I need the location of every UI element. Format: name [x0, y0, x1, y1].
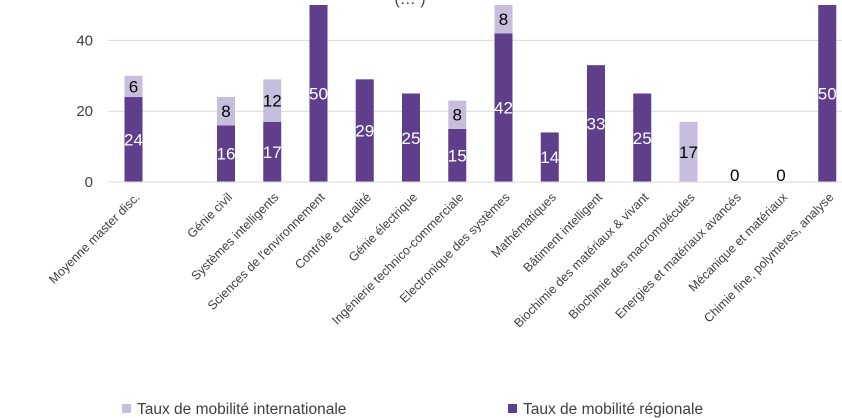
- y-tick-label: 20: [76, 103, 93, 120]
- data-label-international: 12: [263, 92, 282, 111]
- data-label-regional: 25: [633, 129, 652, 148]
- data-label-regional: 15: [448, 146, 467, 165]
- data-label-regional: 16: [217, 145, 236, 164]
- data-label-regional: 24: [124, 131, 143, 150]
- data-label-regional: 17: [263, 143, 282, 162]
- bar-regional: [124, 97, 143, 182]
- data-label-regional: 33: [587, 115, 606, 134]
- data-label-regional: 0: [776, 166, 785, 185]
- bars: 24 6 16 8 17 12 50 29 25 15 8 42 8 14 33 25 17 0 0 50: [124, 5, 837, 185]
- bar-regional: [448, 128, 467, 182]
- data-label-regional: 50: [309, 85, 328, 104]
- bar-regional: [217, 125, 235, 182]
- x-axis: Moyenne master disc. Génie civilSystèmes …: [46, 181, 842, 330]
- data-label-international: 17: [679, 143, 698, 162]
- data-label-regional: 50: [818, 85, 837, 104]
- legend-entry: Taux de mobilité internationale: [137, 401, 346, 418]
- data-label-international: 8: [499, 10, 508, 29]
- bar-regional: [494, 33, 513, 182]
- bar-regional: [633, 93, 652, 182]
- legend-swatch: [122, 404, 131, 413]
- x-tick-label: Systèmes intelligents: [188, 190, 281, 283]
- bar-international: [217, 97, 235, 126]
- data-label-international: 8: [221, 102, 230, 121]
- x-tick-label: Moyenne master disc.: [46, 190, 142, 286]
- bar-regional: [263, 121, 282, 182]
- bar-international: [494, 5, 513, 34]
- bar-international: [124, 75, 143, 98]
- y-tick-label: 40: [76, 32, 93, 49]
- legend-swatch: [508, 404, 517, 413]
- y-tick-label: 0: [85, 174, 93, 191]
- chart-title: (… ): [394, 0, 425, 8]
- data-label-regional: 29: [355, 122, 374, 141]
- bar-regional: [355, 79, 374, 182]
- data-label-regional: 25: [402, 129, 421, 148]
- bar-international: [448, 100, 467, 129]
- bar-regional: [587, 65, 605, 182]
- bar-international: [679, 121, 698, 182]
- bar-regional: [540, 132, 559, 182]
- legend: Taux de mobilité internationale Taux de m…: [122, 401, 703, 418]
- bar-regional: [309, 5, 328, 182]
- x-tick-label: Bâtiment intelligent: [521, 190, 606, 275]
- data-label-international: 8: [453, 106, 462, 125]
- bar-regional: [818, 5, 837, 182]
- data-label-international: 6: [129, 77, 138, 96]
- bar-regional: [402, 93, 420, 182]
- data-label-regional: 14: [540, 148, 559, 167]
- legend-entry: Taux de mobilité régionale: [523, 401, 703, 418]
- bar-international: [263, 79, 282, 122]
- data-label-regional: 42: [494, 99, 513, 118]
- data-label-regional: 0: [730, 166, 739, 185]
- y-axis: 0 20 40: [76, 32, 93, 191]
